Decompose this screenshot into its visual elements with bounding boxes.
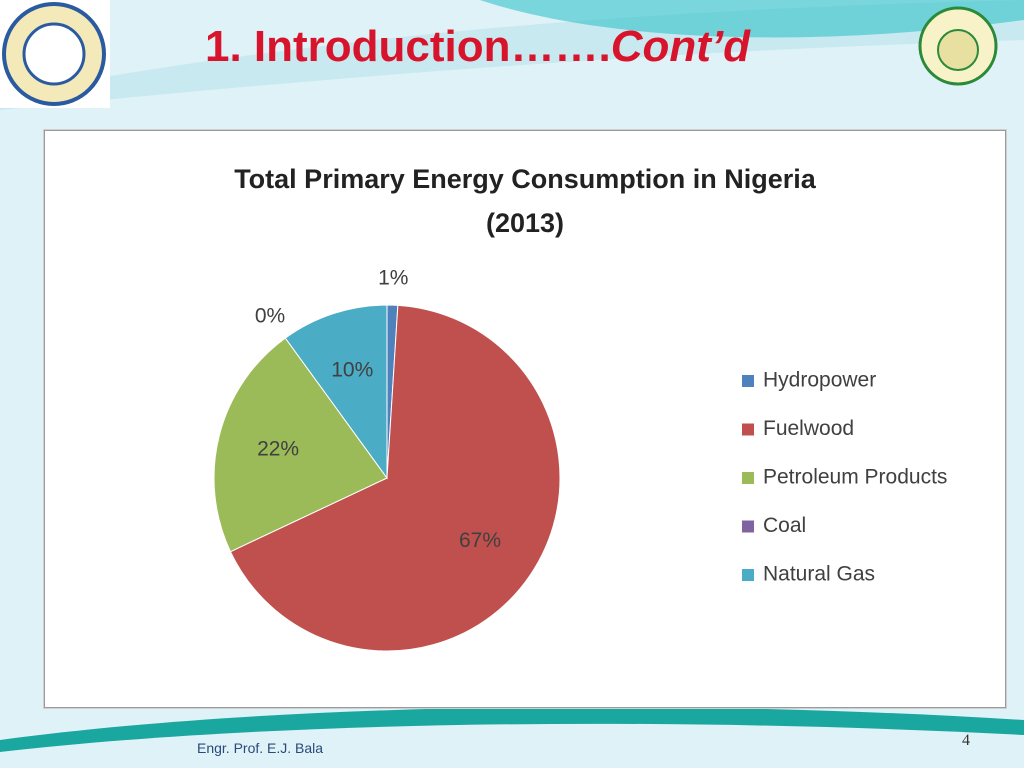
pie-slice xyxy=(284,304,388,480)
legend-swatch xyxy=(742,472,754,484)
data-label: 10% xyxy=(331,359,373,382)
legend-swatch xyxy=(742,375,754,387)
footer: Engr. Prof. E.J. Bala xyxy=(197,740,324,756)
data-label: 22% xyxy=(257,438,299,461)
title-italic: Cont’d xyxy=(610,22,751,71)
title-main: 1. Introduction……. xyxy=(205,22,611,71)
legend-label: Natural Gas xyxy=(763,563,875,586)
legend-label: Hydropower xyxy=(763,369,876,392)
legend-label: Coal xyxy=(763,514,806,537)
chart-title: Total Primary Energy Consumption in Nige… xyxy=(234,164,816,238)
slide-title: 1. Introduction…….Cont’d xyxy=(205,22,750,72)
legend-label: Petroleum Products xyxy=(763,466,947,489)
data-label: 67% xyxy=(459,529,501,552)
pie-slice xyxy=(213,337,388,553)
legend-swatch xyxy=(742,569,754,581)
pie-chart: 1% 67% 22% 0% 10% Hydropower Fuelwood Petroleum… xyxy=(213,267,947,652)
chart: Total Primary Energy Consumption in Nige… xyxy=(44,130,1006,708)
legend-label: Fuelwood xyxy=(763,417,854,440)
data-label: 0% xyxy=(255,305,285,328)
page-number: 4 xyxy=(962,732,970,749)
legend-swatch xyxy=(742,520,754,533)
data-label: 1% xyxy=(378,267,408,290)
pie-slice xyxy=(229,304,561,652)
legend-swatch xyxy=(742,423,754,436)
